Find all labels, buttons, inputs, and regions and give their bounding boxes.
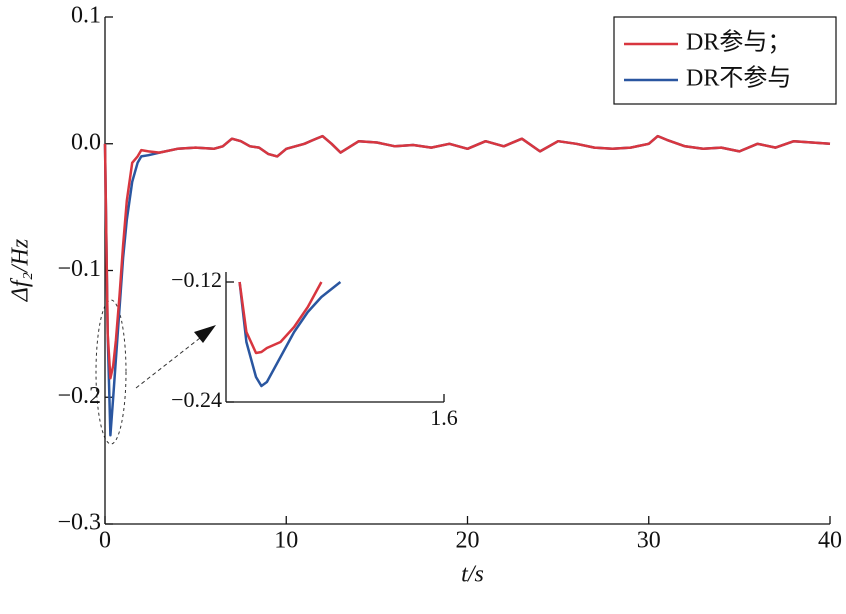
series-line [103,134,831,380]
series-line [238,281,323,355]
x-tick-label: 40 [818,528,842,554]
legend-label: DR不参与 [686,65,791,92]
y-axis-label: Δf₂/Hz [8,238,34,302]
y-tick-label: −0.3 [57,510,101,536]
y-tick-label: −0.24 [171,387,222,412]
y-tick-label: −0.2 [57,383,101,409]
x-axis-label: t/s [461,562,484,588]
zoom-ellipse [95,299,127,445]
x-tick-label: 0 [99,528,111,554]
zoom-arrow [135,337,201,389]
x-tick-label: 30 [637,528,661,554]
y-tick-label: −0.12 [171,267,222,292]
y-tick-label: 0.0 [71,129,101,155]
x-tick-label: 1.6 [430,405,458,430]
y-tick-label: 0.1 [71,3,101,29]
y-tick-label: −0.1 [57,256,101,282]
x-tick-label: 10 [274,528,298,554]
legend-label: DR参与； [686,29,791,56]
legend-box [613,16,837,105]
series-line [238,281,342,388]
arrow-head [194,325,216,343]
x-tick-label: 20 [456,528,480,554]
